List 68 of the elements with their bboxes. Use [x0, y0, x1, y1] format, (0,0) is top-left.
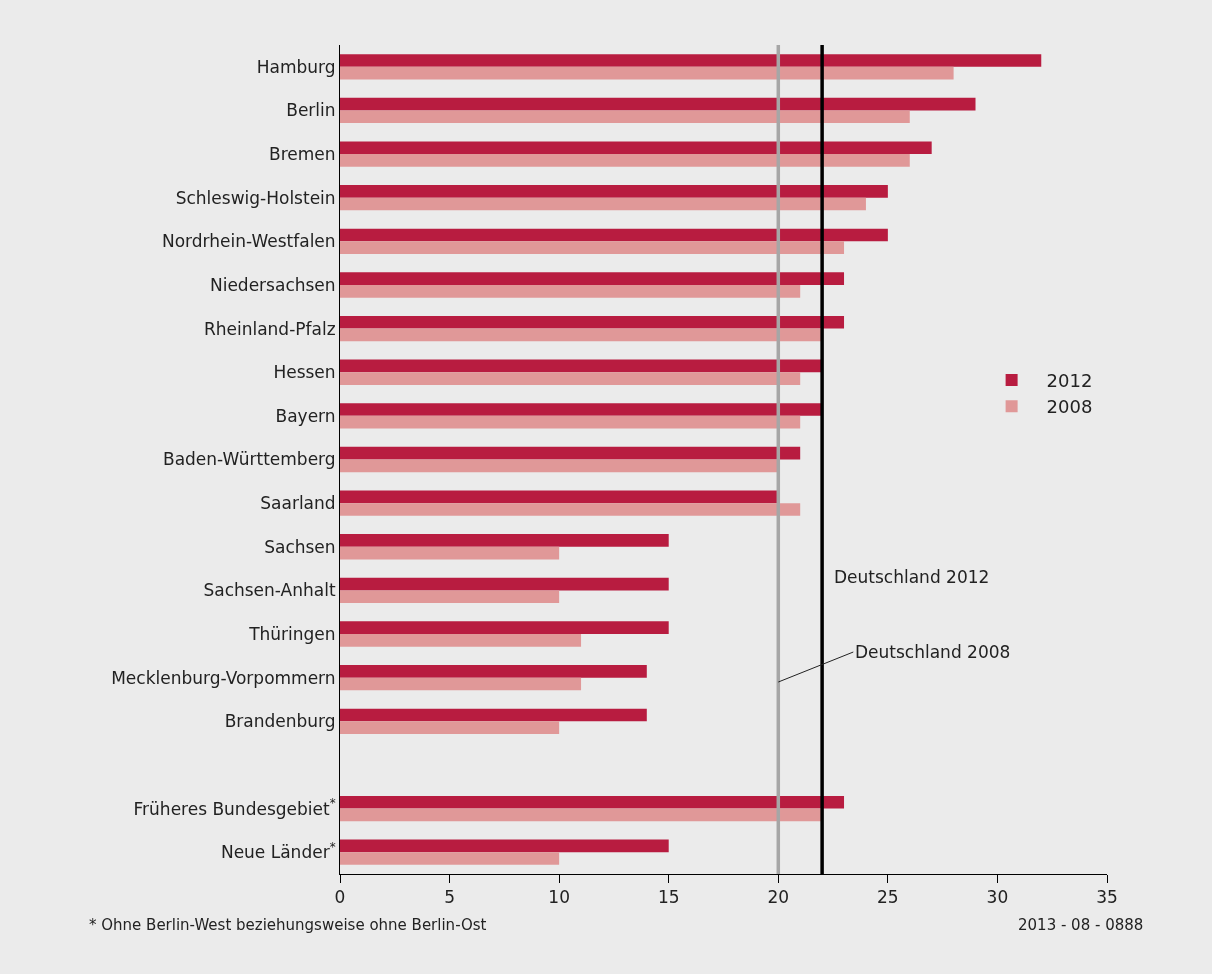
bar [340, 110, 910, 124]
bar [340, 621, 669, 635]
y-tick-label: Berlin [286, 100, 336, 121]
y-tick-label: Nordrhein-Westfalen [161, 231, 336, 252]
x-tick-label: 35 [1096, 887, 1118, 908]
text: * Ohne Berlin-West beziehungsweise ohne Berlin-Ost [89, 916, 487, 934]
y-tick-label: Früheres Bundesgebiet$^{*}$ [133, 796, 336, 819]
y-tick-label: Neue Länder$^{*}$ [220, 839, 336, 863]
bar [340, 546, 560, 560]
bar [340, 665, 647, 678]
bar [340, 54, 1042, 67]
y-tick-label: Thüringen [248, 623, 336, 644]
bar [340, 284, 801, 298]
bar [340, 272, 845, 285]
x-tick-label: 20 [767, 887, 790, 908]
x-tick-label: 15 [657, 887, 680, 908]
x-tick-label: 30 [986, 887, 1009, 908]
y-tick-label: Niedersachsen [209, 274, 336, 295]
bar [340, 852, 560, 865]
x-tick-label: 0 [334, 887, 346, 908]
y-tick-label: Schleswig-Holstein [175, 187, 336, 208]
y-tick-label: Mecklenburg-Vorpommern [111, 667, 336, 688]
bar [340, 490, 779, 504]
bar [340, 721, 560, 734]
bar [340, 446, 801, 460]
bar [340, 328, 823, 342]
bar [340, 839, 669, 853]
ref-line-label: Deutschland 2008 [855, 642, 1011, 662]
y-tick-label: Brandenburg [224, 711, 336, 732]
bar [340, 241, 845, 254]
y-tick-label: Bremen [269, 144, 336, 165]
x-tick-label: 25 [877, 887, 899, 908]
bar [340, 503, 801, 516]
bar [340, 372, 801, 385]
bar [340, 185, 888, 198]
bar [340, 228, 888, 242]
x-tick-label: 10 [548, 887, 570, 908]
bar [340, 534, 669, 547]
bar [340, 403, 823, 416]
bar [340, 315, 845, 329]
bar [340, 634, 582, 647]
bar [340, 459, 779, 473]
bar [340, 197, 866, 211]
legend-label: 2008 [1046, 396, 1093, 418]
bar [340, 577, 669, 591]
bar [340, 590, 560, 604]
y-tick-label: Bayern [275, 405, 336, 426]
y-tick-label: Sachsen [264, 536, 336, 557]
text: 2013 - 08 - 0888 [1018, 916, 1144, 934]
y-tick-label: Hessen [273, 362, 336, 383]
bar [340, 708, 647, 722]
bar [340, 141, 932, 155]
y-tick-label: Hamburg [256, 56, 336, 77]
bar [340, 66, 954, 80]
bar [340, 677, 582, 691]
ref-line-label: Deutschland 2012 [834, 567, 990, 587]
y-tick-label: Baden-Württemberg [162, 449, 336, 470]
legend-label: 2012 [1046, 369, 1093, 391]
bar [340, 154, 910, 167]
bar [340, 359, 823, 373]
bar [340, 808, 823, 822]
bar [340, 97, 976, 111]
bar [340, 415, 801, 429]
y-tick-label: Rheinland-Pfalz [203, 318, 336, 339]
bar [340, 795, 845, 809]
y-tick-label: Sachsen-Anhalt [203, 580, 336, 601]
x-tick-label: 5 [444, 887, 455, 908]
y-tick-label: Saarland [260, 493, 336, 514]
